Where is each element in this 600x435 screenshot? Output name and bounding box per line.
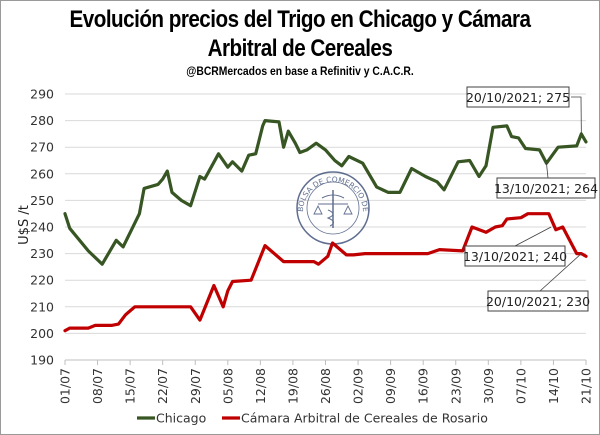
annotation-box bbox=[496, 177, 596, 199]
x-tick-label: 15/07 bbox=[123, 368, 138, 404]
y-tick-label: 280 bbox=[30, 113, 54, 128]
y-tick-label: 290 bbox=[30, 87, 54, 102]
x-tick-label: 23/09 bbox=[448, 368, 463, 404]
legend-item-chicago: Chicago bbox=[137, 411, 206, 426]
chart-title-line-2: Arbitral de Cereales bbox=[207, 35, 393, 62]
data-annotations: 20/10/2021; 275 13/10/2021; 264 13/10/2021… bbox=[463, 86, 598, 312]
y-axis-label: U$S /t bbox=[17, 205, 32, 245]
legend: Chicago Cámara Arbitral de Cereales de Ro… bbox=[137, 411, 488, 426]
series-line-cacr bbox=[63, 212, 588, 333]
annotation-box bbox=[466, 86, 570, 108]
annotation-callout: 20/10/2021; 275 bbox=[466, 86, 582, 134]
annotation-label: 13/10/2021; 240 bbox=[463, 249, 567, 264]
annotation-callout: 20/10/2021; 230 bbox=[486, 253, 590, 312]
x-tick-label: 05/08 bbox=[220, 368, 235, 404]
series-lines bbox=[63, 119, 588, 333]
x-tick-label: 09/09 bbox=[383, 368, 398, 404]
y-tick-label: 240 bbox=[30, 220, 54, 235]
x-tick-label: 19/08 bbox=[285, 368, 300, 404]
legend-label: Cámara Arbitral de Cereales de Rosario bbox=[241, 411, 488, 426]
chart-subtitle: @BCRMercados en base a Refinitiv y C.A.C… bbox=[186, 66, 414, 78]
x-tick-label: 02/09 bbox=[351, 368, 366, 404]
x-tick-label: 26/08 bbox=[318, 368, 333, 404]
annotation-label: 20/10/2021; 230 bbox=[486, 294, 590, 309]
x-tick-label: 21/10 bbox=[579, 368, 594, 404]
y-tick-label: 250 bbox=[30, 193, 54, 208]
x-tick-label: 22/07 bbox=[155, 368, 170, 404]
series-line-chicago bbox=[63, 119, 588, 266]
x-tick-label: 29/07 bbox=[188, 368, 203, 404]
svg-text:BOLSA DE COMERCIO DE ROSARIO: BOLSA DE COMERCIO DE ROSARIO bbox=[0, 0, 370, 212]
legend-item-cacr: Cámara Arbitral de Cereales de Rosario bbox=[222, 411, 488, 426]
y-tick-label: 230 bbox=[30, 246, 54, 261]
x-tick-label: 12/08 bbox=[253, 368, 268, 404]
y-axis-ticks: 190 200 210 220 230 240 250 260 270 280 290 bbox=[30, 87, 54, 368]
annotation-leader-line bbox=[514, 226, 552, 247]
x-tick-label: 30/09 bbox=[481, 368, 496, 404]
annotation-box bbox=[464, 245, 566, 267]
y-tick-label: 200 bbox=[30, 326, 54, 341]
annotation-label: 13/10/2021; 264 bbox=[494, 181, 598, 196]
annotation-callout: 13/10/2021; 240 bbox=[463, 226, 567, 267]
x-axis: 01/07 08/07 15/07 22/07 29/07 05/08 12/08 19/08… bbox=[58, 359, 594, 404]
x-tick-label: 14/10 bbox=[546, 368, 561, 404]
annotation-leader-line bbox=[546, 163, 549, 179]
annotation-callout: 13/10/2021; 264 bbox=[494, 163, 598, 199]
y-tick-label: 220 bbox=[30, 273, 54, 288]
x-tick-label: 01/07 bbox=[58, 368, 73, 404]
x-tick-label: 08/07 bbox=[90, 368, 105, 404]
y-tick-label: 210 bbox=[30, 299, 54, 314]
bcr-seal-logo-icon: BOLSA DE COMERCIO DE ROSARIO bbox=[0, 0, 370, 245]
annotation-box bbox=[487, 290, 589, 312]
annotation-leader-line bbox=[571, 96, 582, 134]
x-tick-label: 07/10 bbox=[513, 368, 528, 404]
y-tick-label: 260 bbox=[30, 166, 54, 181]
seal-text: BOLSA DE COMERCIO DE ROSARIO bbox=[0, 0, 370, 212]
x-tick-label: 16/09 bbox=[416, 368, 431, 404]
legend-label: Chicago bbox=[156, 411, 206, 426]
annotation-leader-line bbox=[539, 253, 582, 292]
y-tick-label: 190 bbox=[30, 353, 54, 368]
annotation-label: 20/10/2021; 275 bbox=[466, 90, 570, 105]
y-tick-label: 270 bbox=[30, 140, 54, 155]
chart-title-line-1: Evolución precios del Trigo en Chicago y… bbox=[69, 6, 531, 33]
